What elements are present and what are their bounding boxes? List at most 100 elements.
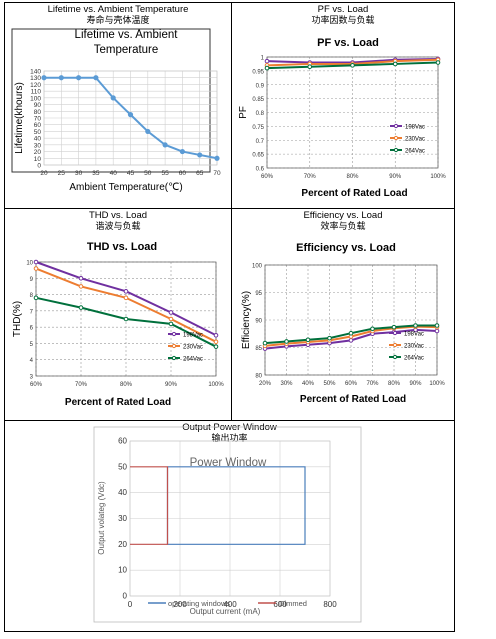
x-tick-label: 35 (92, 170, 100, 177)
x-tick-label: 80% (346, 174, 359, 180)
efficiency-panel (231, 208, 455, 421)
legend-label: Dimmed (279, 599, 307, 608)
y-tick-label: 10 (34, 156, 42, 163)
y-tick-label: 0.7 (256, 139, 265, 145)
data-point (434, 323, 440, 328)
y-tick-label: 9 (30, 277, 34, 283)
section-title-zh: 谐波与负载 (95, 221, 141, 231)
y-tick-label: 8 (30, 293, 34, 299)
section-title-en: Efficiency vs. Load (303, 210, 383, 221)
x-axis-label: Output current (mA) (190, 607, 261, 616)
legend-marker (393, 147, 399, 153)
power-window-header: Output Power Window 输出功率 (4, 422, 455, 444)
y-tick-label: 100 (30, 95, 41, 102)
x-tick-label: 40% (302, 381, 315, 387)
y-tick-label: 3 (30, 375, 34, 381)
x-tick-label: 70% (75, 382, 88, 388)
x-tick-label: 50% (323, 381, 336, 387)
x-tick-label: 800 (323, 600, 337, 609)
data-point (179, 148, 185, 155)
section-title-en: PF vs. Load (317, 4, 369, 15)
x-axis-label: Ambient Temperature(℃) (69, 182, 182, 193)
y-tick-label: 0.95 (252, 69, 264, 75)
data-point (168, 321, 174, 327)
y-tick-label: 40 (118, 488, 127, 497)
y-tick-label: 70 (34, 116, 42, 123)
x-tick-label: 200 (173, 600, 187, 609)
legend-label: 264Vac (183, 357, 203, 363)
legend-marker (392, 342, 398, 348)
y-tick-label: 0 (37, 163, 41, 170)
y-tick-label: 40 (34, 136, 42, 143)
x-tick-label: 400 (223, 600, 237, 609)
y-tick-label: 20 (34, 149, 42, 156)
legend-label: 264Vac (404, 356, 424, 362)
legend-marker (392, 330, 398, 336)
y-tick-label: 1 (261, 56, 265, 62)
x-axis-label: Percent of Rated Load (301, 188, 407, 199)
data-point (76, 75, 82, 81)
power-window-panel (4, 420, 455, 632)
x-tick-label: 25 (58, 170, 66, 177)
data-point (197, 152, 203, 158)
y-tick-label: 80 (255, 374, 262, 380)
data-point (391, 324, 397, 330)
x-tick-label: 20% (259, 381, 272, 387)
y-tick-label: 60 (118, 437, 127, 446)
data-point (305, 337, 311, 343)
x-axis-label: Percent of Rated Load (65, 397, 171, 408)
y-tick-label: 10 (26, 261, 33, 267)
x-axis-label: Percent of Rated Load (300, 394, 406, 405)
legend-marker (171, 343, 177, 349)
data-point (213, 332, 219, 338)
plot-area (43, 70, 218, 166)
data-point (123, 289, 129, 294)
y-tick-label: 0.65 (252, 153, 264, 159)
plot-area (129, 440, 331, 597)
x-tick-label: 90% (165, 382, 178, 388)
data-point (350, 63, 355, 68)
chart-title: Power Window (190, 457, 267, 469)
y-axis-label: THD(%) (12, 301, 23, 337)
legend-label: 198Vac (404, 332, 424, 338)
data-point (213, 339, 219, 345)
chart-title: PF vs. Load (317, 37, 379, 49)
data-point (123, 316, 129, 322)
data-point (78, 275, 84, 281)
efficiency-header: Efficiency vs. Load 效率与负载 (231, 210, 455, 232)
data-point (168, 310, 174, 315)
y-tick-label: 130 (30, 75, 41, 82)
data-point (162, 142, 168, 148)
y-tick-label: 5 (30, 342, 34, 348)
legend-marker (392, 354, 398, 360)
lifetime-chart-border (11, 28, 211, 173)
data-point (434, 328, 440, 334)
plot-area (264, 264, 438, 376)
legend-marker (393, 123, 399, 129)
legend-label: 264Vac (405, 149, 425, 155)
y-tick-label: 80 (34, 109, 42, 116)
series-line (166, 466, 306, 545)
plot-area (266, 56, 439, 169)
y-tick-label: 10 (118, 566, 127, 575)
data-point (78, 284, 84, 289)
data-point (168, 316, 174, 322)
x-tick-label: 50 (144, 170, 152, 177)
x-tick-label: 40 (110, 170, 118, 177)
x-tick-label: 60% (30, 382, 43, 388)
data-point (123, 295, 129, 301)
x-tick-label: 100% (429, 381, 445, 387)
x-tick-label: 60% (345, 381, 358, 387)
section-title-en: Lifetime vs. Ambient Temperature (47, 4, 189, 15)
y-tick-label: 90 (255, 319, 262, 325)
chart-title-line2: Temperature (94, 44, 159, 56)
series-line (130, 466, 169, 545)
y-tick-label: 0.6 (256, 167, 265, 173)
data-point (93, 75, 99, 81)
y-axis-label: PF (238, 106, 249, 119)
x-tick-label: 70% (366, 381, 379, 387)
data-point (110, 95, 116, 101)
thd-header: THD vs. Load 谐波与负载 (4, 210, 232, 232)
x-tick-label: 20 (40, 170, 48, 177)
